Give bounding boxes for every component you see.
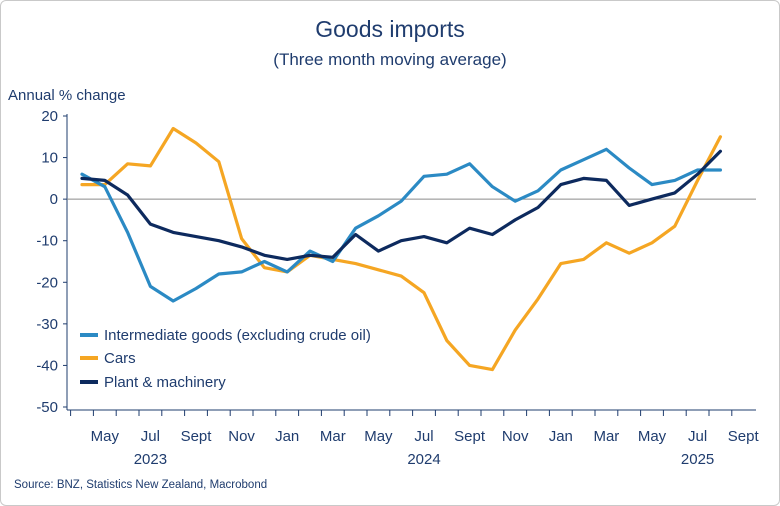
- y-tick-label: 10: [41, 150, 58, 167]
- legend-label-plant: Plant & machinery: [104, 374, 226, 391]
- x-tick-label: Nov: [502, 428, 529, 445]
- x-year-label: 2024: [407, 451, 440, 468]
- y-tick-label: -10: [36, 233, 58, 250]
- x-tick-label: Jan: [549, 428, 573, 445]
- x-tick-label: Jul: [141, 428, 160, 445]
- x-tick-label: Nov: [228, 428, 255, 445]
- x-tick-label: Mar: [320, 428, 346, 445]
- legend: Intermediate goods (excluding crude oil)…: [80, 327, 371, 391]
- intermediate-goods-line: [80, 147, 723, 303]
- y-tick-label: -30: [36, 316, 58, 333]
- legend-label-cars: Cars: [104, 350, 136, 367]
- y-axis-label: Annual % change: [8, 87, 126, 104]
- x-tick-label: May: [364, 428, 393, 445]
- y-tick-label: -40: [36, 357, 58, 374]
- x-tick-label: Sept: [728, 428, 760, 445]
- x-tick-label: May: [638, 428, 667, 445]
- x-tick-label: Mar: [593, 428, 619, 445]
- x-tick-label: May: [91, 428, 120, 445]
- plant-machinery-line: [80, 149, 723, 261]
- x-tick-label: Sept: [454, 428, 486, 445]
- y-tick-label: -20: [36, 274, 58, 291]
- source-note: Source: BNZ, Statistics New Zealand, Mac…: [14, 479, 267, 491]
- chart-title: Goods imports: [315, 16, 465, 42]
- x-tick-label: Jan: [275, 428, 299, 445]
- y-tick-label: 0: [50, 191, 58, 208]
- x-tick-label: Jul: [414, 428, 433, 445]
- cars-line: [80, 126, 723, 372]
- x-tick-label: Sept: [181, 428, 213, 445]
- y-tick-label: -50: [36, 399, 58, 416]
- series-lines-group: [80, 126, 723, 372]
- legend-label-intermediate: Intermediate goods (excluding crude oil): [104, 327, 371, 344]
- x-year-label: 2025: [681, 451, 714, 468]
- axes-group: 20 10 0 -10 -20 -30 -40 -50 May Jul Sept Nov Jan Mar M…: [36, 108, 759, 468]
- y-tick-label: 20: [41, 108, 58, 125]
- x-year-label: 2023: [134, 451, 167, 468]
- x-tick-label: Jul: [688, 428, 707, 445]
- chart-subtitle: (Three month moving average): [273, 50, 506, 69]
